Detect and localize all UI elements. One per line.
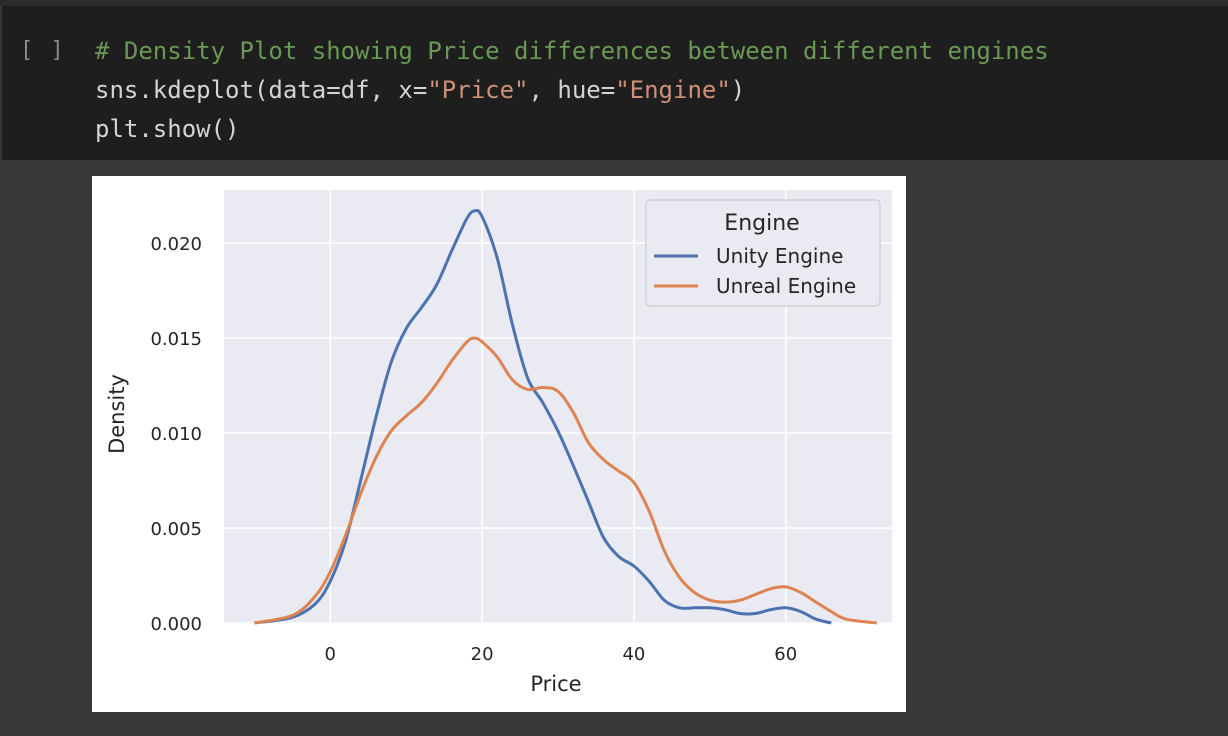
- y-tick-label: 0.010: [150, 424, 202, 445]
- code-editor[interactable]: # Density Plot showing Price differences…: [95, 32, 1049, 149]
- legend: Engine Unity Engine Unreal Engine: [645, 199, 881, 307]
- density-plot: 0 20 40 60 0.000 0.005 0.010 0.015 0.020 Price D…: [105, 190, 892, 696]
- y-tick-label: 0.005: [150, 519, 202, 540]
- code-comment: # Density Plot showing Price differences…: [95, 37, 1049, 65]
- legend-title: Engine: [724, 211, 799, 236]
- y-axis-label: Density: [105, 374, 129, 454]
- y-tick-label: 0.000: [150, 614, 202, 635]
- x-tick-label: 20: [471, 644, 494, 665]
- series-line-unreal-engine: [254, 336, 877, 625]
- series-line-unity-engine: [254, 208, 832, 625]
- y-tick-label: 0.020: [150, 234, 202, 255]
- y-tick-label: 0.015: [150, 329, 202, 350]
- x-tick-label: 60: [774, 644, 797, 665]
- x-axis-label: Price: [530, 672, 581, 696]
- code-line-3: plt.show(): [95, 115, 240, 143]
- legend-label-unreal: Unreal Engine: [716, 274, 856, 298]
- top-strip: [0, 0, 1228, 6]
- code-line-2: sns.kdeplot(data=df, x="Price", hue="Eng…: [95, 76, 746, 104]
- cell-output: 0 20 40 60 0.000 0.005 0.010 0.015 0.020 Price D…: [92, 176, 906, 712]
- run-cell-button[interactable]: [ ]: [20, 38, 66, 63]
- legend-label-unity: Unity Engine: [716, 244, 843, 268]
- x-tick-label: 0: [325, 644, 336, 665]
- legend-box: [645, 199, 881, 307]
- x-tick-label: 40: [622, 644, 645, 665]
- code-cell[interactable]: [ ] # Density Plot showing Price differe…: [2, 6, 1228, 160]
